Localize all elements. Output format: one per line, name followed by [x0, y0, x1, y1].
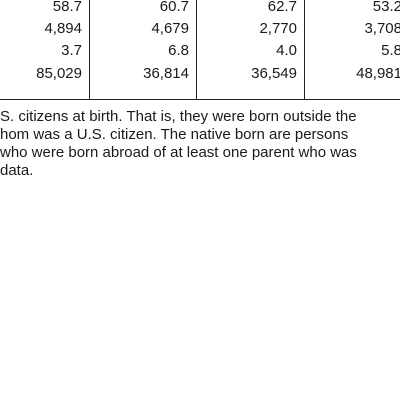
data-table: 58.7 60.7 62.7 53.2 4,894 4,679 2,770 3,…: [0, 0, 400, 100]
table-cell: 62.7: [267, 0, 297, 15]
table-cell: 4,894: [44, 20, 82, 37]
table-cell: 36,549: [251, 65, 297, 82]
table-cell: 58.7: [52, 0, 82, 15]
table-cell: 4,679: [151, 20, 189, 37]
table-cell: 4.0: [276, 42, 297, 59]
table-cell: 36,814: [143, 65, 189, 82]
table-bottom-rule: [0, 99, 400, 100]
column-divider: [196, 0, 197, 100]
table-cell: 53.2: [372, 0, 400, 15]
column-divider: [89, 0, 90, 100]
footnote-line: S. citizens at birth. That is, they were…: [0, 108, 357, 125]
table-cell: 5.8: [381, 42, 400, 59]
table-cell: 2,770: [259, 20, 297, 37]
table-cell: 3,708: [364, 20, 400, 37]
column-divider: [304, 0, 305, 100]
table-cell: 6.8: [168, 42, 189, 59]
footnote-line: who were born abroad of at least one par…: [0, 144, 357, 161]
footnote-line: data.: [0, 162, 34, 179]
table-footnote: S. citizens at birth. That is, they were…: [0, 108, 400, 180]
table-cell: 60.7: [159, 0, 189, 15]
footnote-line: hom was a U.S. citizen. The native born …: [0, 126, 349, 143]
table-cell: 85,029: [36, 65, 82, 82]
table-cell: 3.7: [61, 42, 82, 59]
table-cell: 48,981: [356, 65, 400, 82]
